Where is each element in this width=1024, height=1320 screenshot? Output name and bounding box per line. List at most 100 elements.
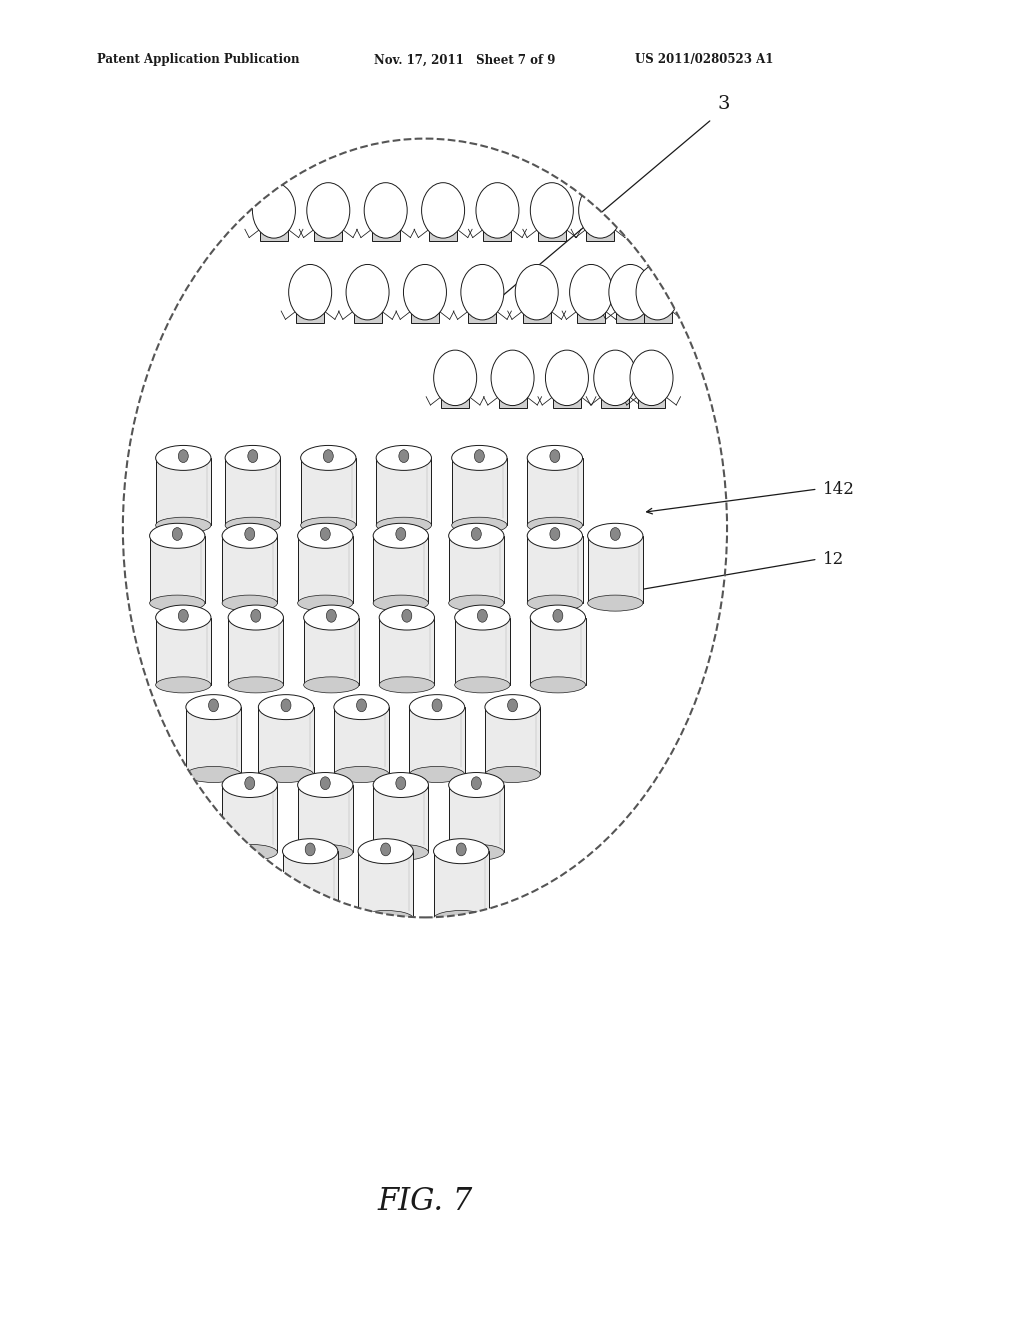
- Bar: [334, 708, 389, 775]
- Ellipse shape: [222, 772, 278, 797]
- Ellipse shape: [527, 445, 583, 470]
- Bar: [225, 458, 281, 525]
- Bar: [372, 224, 399, 242]
- Ellipse shape: [527, 523, 583, 548]
- Ellipse shape: [156, 445, 211, 470]
- Bar: [150, 536, 205, 603]
- Ellipse shape: [452, 445, 507, 470]
- Ellipse shape: [186, 767, 242, 783]
- Bar: [228, 618, 284, 685]
- Bar: [314, 224, 342, 242]
- Ellipse shape: [258, 694, 313, 719]
- Circle shape: [579, 182, 622, 238]
- Ellipse shape: [225, 517, 281, 533]
- Ellipse shape: [283, 838, 338, 863]
- Bar: [222, 536, 278, 603]
- Ellipse shape: [334, 767, 389, 783]
- Bar: [527, 458, 583, 525]
- Bar: [616, 306, 644, 322]
- Circle shape: [245, 528, 255, 540]
- Circle shape: [636, 264, 679, 319]
- Bar: [553, 392, 581, 408]
- Circle shape: [461, 264, 504, 319]
- Ellipse shape: [410, 767, 465, 783]
- Bar: [156, 618, 211, 685]
- Bar: [156, 458, 211, 525]
- Circle shape: [365, 182, 408, 238]
- Ellipse shape: [455, 605, 510, 630]
- Circle shape: [356, 698, 367, 711]
- Bar: [429, 224, 457, 242]
- Ellipse shape: [150, 523, 205, 548]
- Ellipse shape: [410, 694, 465, 719]
- Circle shape: [471, 528, 481, 540]
- Circle shape: [252, 182, 295, 238]
- Ellipse shape: [298, 595, 353, 611]
- Ellipse shape: [156, 517, 211, 533]
- Ellipse shape: [186, 694, 242, 719]
- Bar: [296, 306, 325, 322]
- Bar: [538, 224, 566, 242]
- Circle shape: [396, 528, 406, 540]
- Circle shape: [307, 182, 350, 238]
- Bar: [449, 785, 504, 853]
- Ellipse shape: [156, 605, 211, 630]
- Circle shape: [546, 350, 589, 405]
- Ellipse shape: [379, 605, 434, 630]
- Bar: [441, 392, 469, 408]
- Ellipse shape: [222, 845, 278, 861]
- Bar: [379, 618, 434, 685]
- Bar: [530, 618, 586, 685]
- Circle shape: [609, 264, 652, 319]
- Circle shape: [457, 843, 466, 855]
- Circle shape: [381, 843, 391, 855]
- Ellipse shape: [225, 445, 281, 470]
- Bar: [301, 458, 356, 525]
- Circle shape: [594, 350, 637, 405]
- Circle shape: [569, 264, 612, 319]
- Ellipse shape: [304, 605, 359, 630]
- Circle shape: [403, 264, 446, 319]
- Bar: [373, 785, 428, 853]
- Ellipse shape: [376, 517, 431, 533]
- Text: Patent Application Publication: Patent Application Publication: [97, 53, 300, 66]
- Ellipse shape: [452, 517, 507, 533]
- Ellipse shape: [258, 767, 313, 783]
- Circle shape: [346, 264, 389, 319]
- Circle shape: [530, 182, 573, 238]
- Bar: [304, 618, 359, 685]
- Ellipse shape: [485, 767, 541, 783]
- Ellipse shape: [379, 677, 434, 693]
- Ellipse shape: [433, 911, 488, 927]
- Bar: [353, 306, 382, 322]
- Text: Nov. 17, 2011   Sheet 7 of 9: Nov. 17, 2011 Sheet 7 of 9: [374, 53, 555, 66]
- Circle shape: [305, 843, 315, 855]
- Ellipse shape: [485, 694, 541, 719]
- Circle shape: [422, 182, 465, 238]
- Bar: [260, 224, 288, 242]
- Bar: [186, 708, 242, 775]
- Circle shape: [550, 528, 560, 540]
- Ellipse shape: [449, 845, 504, 861]
- Circle shape: [476, 182, 519, 238]
- Circle shape: [474, 450, 484, 462]
- Circle shape: [172, 528, 182, 540]
- Circle shape: [289, 264, 332, 319]
- Bar: [283, 851, 338, 919]
- Bar: [468, 306, 497, 322]
- Ellipse shape: [298, 523, 353, 548]
- Ellipse shape: [150, 595, 205, 611]
- Circle shape: [492, 350, 535, 405]
- Ellipse shape: [530, 677, 586, 693]
- Circle shape: [610, 528, 621, 540]
- Ellipse shape: [588, 523, 643, 548]
- Bar: [373, 536, 428, 603]
- Ellipse shape: [433, 838, 488, 863]
- Text: FIG. 7: FIG. 7: [377, 1185, 473, 1217]
- Circle shape: [401, 610, 412, 622]
- Ellipse shape: [455, 677, 510, 693]
- Bar: [578, 306, 605, 322]
- Bar: [358, 851, 414, 919]
- Bar: [258, 708, 313, 775]
- Circle shape: [630, 350, 673, 405]
